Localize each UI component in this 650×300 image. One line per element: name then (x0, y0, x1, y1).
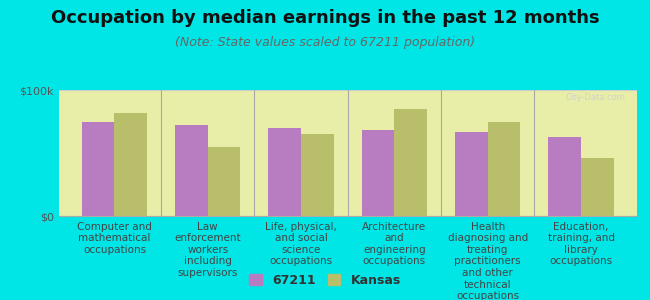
Bar (82, 122, 114, 216)
Bar (114, 113, 147, 216)
Bar (395, 109, 427, 216)
Bar (549, 136, 581, 216)
Bar (208, 147, 240, 216)
Bar (455, 132, 488, 216)
Bar (488, 122, 521, 216)
Text: City-Data.com: City-Data.com (566, 92, 625, 101)
Bar (268, 128, 301, 216)
Legend: 67211, Kansas: 67211, Kansas (246, 270, 404, 291)
Bar (175, 125, 208, 216)
Text: Occupation by median earnings in the past 12 months: Occupation by median earnings in the pas… (51, 9, 599, 27)
Bar (301, 134, 333, 216)
Bar (581, 158, 614, 216)
Text: (Note: State values scaled to 67211 population): (Note: State values scaled to 67211 popu… (175, 36, 475, 49)
Bar (362, 130, 395, 216)
